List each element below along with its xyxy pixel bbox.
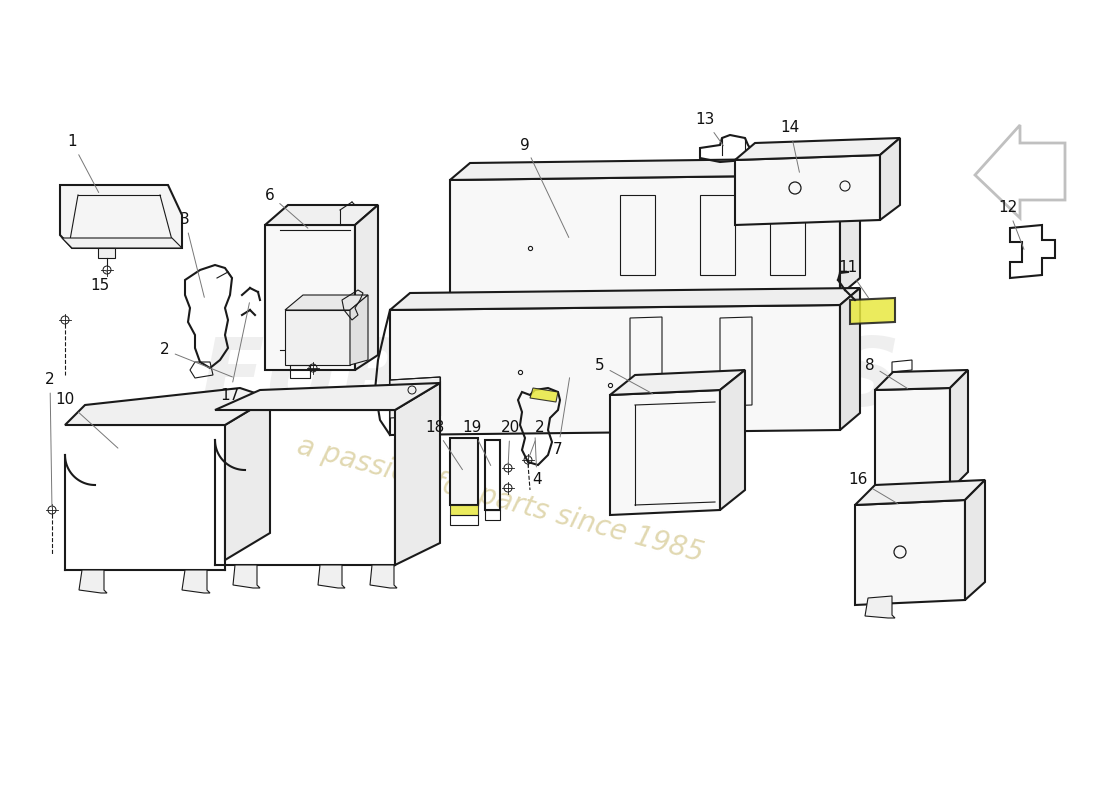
Text: 4: 4 xyxy=(532,438,542,487)
Polygon shape xyxy=(265,205,378,225)
Text: 13: 13 xyxy=(695,113,724,146)
Text: 17: 17 xyxy=(220,302,250,402)
Polygon shape xyxy=(355,205,378,370)
Polygon shape xyxy=(98,248,116,258)
Text: 20: 20 xyxy=(500,421,519,466)
Polygon shape xyxy=(610,390,720,515)
Text: 9: 9 xyxy=(520,138,569,238)
Text: 2: 2 xyxy=(45,373,55,507)
Polygon shape xyxy=(610,370,745,395)
Text: 2: 2 xyxy=(161,342,232,377)
Polygon shape xyxy=(65,388,270,425)
Text: 15: 15 xyxy=(90,270,110,293)
Polygon shape xyxy=(855,500,965,605)
Polygon shape xyxy=(965,480,985,600)
Text: 14: 14 xyxy=(780,121,800,172)
Text: 1: 1 xyxy=(67,134,99,193)
Polygon shape xyxy=(450,175,840,295)
Text: a passion for parts since 1985: a passion for parts since 1985 xyxy=(294,432,706,568)
Polygon shape xyxy=(874,388,950,492)
Text: 19: 19 xyxy=(462,421,491,466)
Polygon shape xyxy=(233,565,260,588)
Polygon shape xyxy=(855,480,984,505)
Polygon shape xyxy=(880,138,900,220)
Polygon shape xyxy=(450,505,478,515)
Polygon shape xyxy=(226,398,270,560)
Text: 12: 12 xyxy=(999,201,1024,250)
Polygon shape xyxy=(395,383,440,565)
Polygon shape xyxy=(850,298,895,324)
Text: 3: 3 xyxy=(180,213,205,298)
Polygon shape xyxy=(720,370,745,510)
Text: 5: 5 xyxy=(595,358,652,394)
Polygon shape xyxy=(285,295,369,310)
Polygon shape xyxy=(450,158,860,180)
Polygon shape xyxy=(840,288,860,430)
Text: 16: 16 xyxy=(848,473,898,503)
Polygon shape xyxy=(450,438,478,505)
Polygon shape xyxy=(950,370,968,490)
Polygon shape xyxy=(182,570,210,593)
Text: 6: 6 xyxy=(265,187,308,228)
Text: 11: 11 xyxy=(838,261,868,298)
Polygon shape xyxy=(265,225,355,370)
Polygon shape xyxy=(79,570,107,593)
Polygon shape xyxy=(874,370,968,390)
Polygon shape xyxy=(318,565,345,588)
Text: 8: 8 xyxy=(866,358,908,389)
Polygon shape xyxy=(285,310,350,365)
Polygon shape xyxy=(390,377,440,418)
Polygon shape xyxy=(214,383,440,410)
Polygon shape xyxy=(390,288,860,310)
Polygon shape xyxy=(60,185,182,248)
Text: 2: 2 xyxy=(529,421,544,458)
Polygon shape xyxy=(840,158,860,295)
Text: EUROSPARES: EUROSPARES xyxy=(199,334,901,426)
Polygon shape xyxy=(735,155,880,225)
Polygon shape xyxy=(735,138,900,160)
Polygon shape xyxy=(530,388,558,402)
Polygon shape xyxy=(865,596,895,618)
Polygon shape xyxy=(350,295,368,365)
Text: 7: 7 xyxy=(553,378,570,458)
Polygon shape xyxy=(62,238,182,248)
Text: 18: 18 xyxy=(426,421,462,470)
Polygon shape xyxy=(390,305,840,435)
Polygon shape xyxy=(370,565,397,588)
Text: 10: 10 xyxy=(55,393,118,448)
